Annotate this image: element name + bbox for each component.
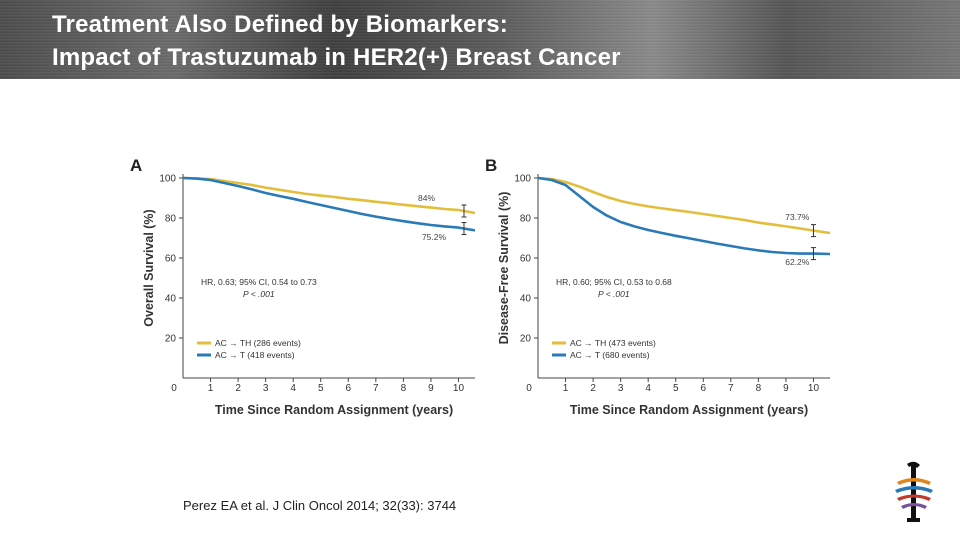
citation: Perez EA et al. J Clin Oncol 2014; 32(33…	[183, 498, 457, 513]
y-axis-title: Disease-Free Survival (%)	[497, 192, 511, 345]
x-tick-label: 3	[618, 383, 624, 394]
y-tick-label: 20	[520, 334, 532, 345]
x-tick-label: 9	[783, 383, 789, 394]
x-tick-label: 6	[701, 383, 707, 394]
y-tick-label: 100	[159, 174, 176, 185]
x-tick-label: 2	[235, 383, 241, 394]
x-tick-label: 2	[590, 383, 596, 394]
hazard-ratio-text: HR, 0.63; 95% CI, 0.54 to 0.73	[201, 277, 317, 287]
x-tick-label: 8	[756, 383, 762, 394]
x-tick-label: 4	[645, 383, 651, 394]
y-axis-title: Overall Survival (%)	[142, 209, 156, 326]
x-tick-label: 7	[373, 383, 379, 394]
y-tick-label: 60	[520, 254, 532, 265]
series-line-ac-t	[537, 176, 831, 256]
y-tick-label: 80	[520, 214, 532, 225]
x-tick-label: 6	[346, 383, 352, 394]
value-annotation: 73.7%	[785, 212, 810, 222]
value-annotation: 84%	[418, 193, 435, 203]
y-tick-label: 20	[165, 334, 177, 345]
hazard-ratio-text: HR, 0.60; 95% CI, 0.53 to 0.68	[556, 277, 672, 287]
y-tick-label: 40	[520, 294, 532, 305]
series-line-ac-th	[182, 176, 476, 215]
x-tick-label: 5	[673, 383, 679, 394]
x-tick-label: 3	[263, 383, 269, 394]
x-tick-label: 4	[290, 383, 296, 394]
x-tick-label: 1	[208, 383, 214, 394]
x-tick-label: 10	[453, 383, 465, 394]
slide-title-line-1: Treatment Also Defined by Biomarkers:	[52, 11, 508, 38]
panel-label: A	[130, 156, 142, 175]
x-tick-label: 0	[526, 383, 532, 394]
society-logo-icon	[895, 461, 933, 522]
y-tick-label: 40	[165, 294, 177, 305]
value-annotation: 62.2%	[785, 257, 810, 267]
series-line-ac-t	[182, 176, 476, 232]
legend-entry: AC → TH (286 events)	[215, 338, 301, 348]
p-value-text: P < .001	[243, 289, 275, 299]
x-tick-label: 7	[728, 383, 734, 394]
series-line-ac-th	[537, 176, 831, 235]
y-tick-label: 80	[165, 214, 177, 225]
legend-entry: AC → T (680 events)	[570, 350, 650, 360]
legend-entry: AC → TH (473 events)	[570, 338, 656, 348]
title-bar: Treatment Also Defined by Biomarkers: Im…	[0, 0, 960, 79]
y-tick-label: 60	[165, 254, 177, 265]
slide-title-line-2: Impact of Trastuzumab in HER2(+) Breast …	[52, 44, 621, 71]
slide-title: Treatment Also Defined by Biomarkers: Im…	[52, 8, 621, 74]
x-tick-label: 0	[171, 383, 177, 394]
legend-entry: AC → T (418 events)	[215, 350, 295, 360]
x-tick-label: 5	[318, 383, 324, 394]
p-value-text: P < .001	[598, 289, 630, 299]
x-tick-label: 9	[428, 383, 434, 394]
y-tick-label: 100	[514, 174, 531, 185]
x-axis-title: Time Since Random Assignment (years)	[570, 403, 808, 417]
x-tick-label: 10	[808, 383, 820, 394]
value-annotation: 75.2%	[422, 232, 447, 242]
x-axis-title: Time Since Random Assignment (years)	[215, 403, 453, 417]
x-tick-label: 1	[563, 383, 569, 394]
panel-label: B	[485, 156, 497, 175]
x-tick-label: 8	[401, 383, 407, 394]
